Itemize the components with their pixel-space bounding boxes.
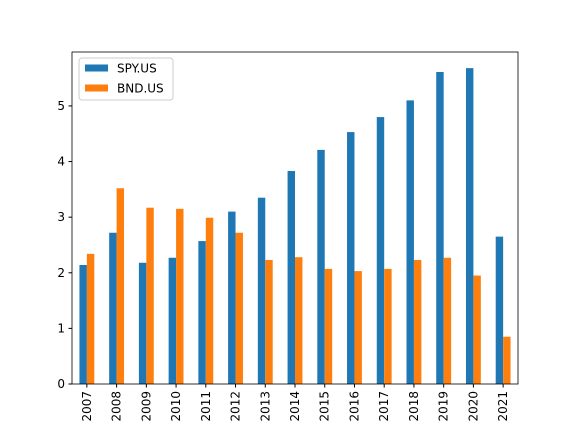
plot-frame (71, 51, 519, 385)
bar (347, 132, 355, 384)
y-tick-label: 3 (57, 210, 65, 224)
bar (295, 257, 303, 384)
bar (503, 336, 511, 384)
x-tick-label: 2015 (318, 391, 332, 422)
x-tick-label: 2019 (437, 391, 451, 422)
bar (317, 149, 325, 384)
x-tick-label: 2013 (258, 391, 272, 422)
legend-swatch (85, 64, 108, 72)
x-tick-label: 2010 (169, 391, 183, 422)
bar (384, 268, 392, 384)
x-tick-label: 2009 (139, 391, 153, 422)
bar (168, 257, 177, 384)
bar (116, 188, 125, 384)
legend-label: BND.US (117, 82, 164, 96)
bar (205, 217, 214, 384)
x-tick-label: 2021 (496, 391, 510, 422)
x-tick-label: 2014 (288, 391, 302, 422)
bar (376, 117, 385, 385)
bar (354, 271, 362, 384)
bar (228, 211, 236, 384)
y-tick-label: 2 (57, 266, 65, 280)
x-tick-label: 2011 (199, 391, 213, 422)
bar (473, 275, 481, 384)
bar (324, 268, 333, 384)
y-tick-label: 5 (57, 99, 65, 113)
bar (265, 259, 273, 384)
bar (109, 232, 117, 384)
bar (465, 68, 474, 384)
bar (79, 264, 87, 384)
x-tick-label: 2020 (466, 391, 480, 422)
bar (436, 72, 444, 384)
y-tick-label: 1 (57, 321, 65, 335)
x-tick-label: 2016 (347, 391, 361, 422)
x-tick-label: 2017 (377, 391, 391, 422)
x-tick-label: 2007 (80, 391, 94, 422)
bar (287, 171, 295, 384)
bar (146, 207, 154, 384)
x-tick-label: 2018 (407, 391, 421, 422)
bar (406, 100, 414, 385)
bar (176, 208, 184, 384)
bar (86, 253, 95, 384)
bar (138, 262, 147, 384)
bar (495, 236, 504, 384)
y-tick-label: 4 (57, 155, 65, 169)
bar (443, 257, 452, 384)
bar (257, 197, 266, 384)
y-tick-label: 0 (57, 377, 65, 391)
bar (198, 241, 206, 384)
legend-swatch (85, 84, 108, 92)
legend-label: SPY.US (117, 62, 157, 76)
x-tick-label: 2012 (229, 391, 243, 422)
x-tick-label: 2008 (110, 391, 124, 422)
bar (413, 259, 422, 384)
bar (235, 232, 243, 384)
